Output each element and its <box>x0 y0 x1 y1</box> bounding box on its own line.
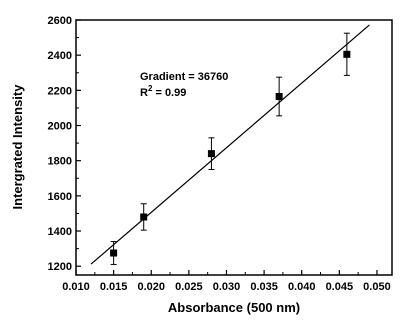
y-tick-label: 2600 <box>48 15 72 27</box>
x-axis-title: Absorbance (500 nm) <box>168 300 300 315</box>
y-axis-ticks: 1200 1400 1600 1800 2000 2200 2400 2600 <box>48 15 81 273</box>
y-tick-label: 2200 <box>48 85 72 97</box>
fit-line <box>90 24 370 265</box>
r-squared-letter: R <box>140 87 148 99</box>
data-point <box>140 213 148 221</box>
data-point <box>207 150 215 158</box>
x-tick-label: 0.015 <box>100 281 128 293</box>
x-tick-label: 0.020 <box>137 281 165 293</box>
x-tick-label: 0.030 <box>213 281 241 293</box>
x-tick-label: 0.035 <box>250 281 278 293</box>
y-tick-label: 1600 <box>48 191 72 203</box>
x-axis-ticks: 0.010 0.015 0.020 0.025 0.030 0.035 0.040 0.045… <box>62 270 391 293</box>
y-tick-label: 1800 <box>48 156 72 168</box>
y-axis-title: Intergrated Intensity <box>10 84 25 210</box>
y-tick-label: 2400 <box>48 50 72 62</box>
r-squared-superscript: 2 <box>148 84 153 93</box>
y-tick-label: 1400 <box>48 226 72 238</box>
x-tick-label: 0.050 <box>363 281 391 293</box>
x-tick-label: 0.045 <box>326 281 354 293</box>
data-point <box>343 50 351 58</box>
y-tick-label: 1200 <box>48 261 72 273</box>
data-series <box>90 24 370 265</box>
plot-frame <box>75 19 393 276</box>
y-tick-label: 2000 <box>48 121 72 133</box>
gradient-annotation: Gradient = 36760 <box>140 71 228 83</box>
r-squared-annotation: R2 = 0.99 <box>140 84 186 99</box>
data-point <box>275 93 283 100</box>
x-tick-label: 0.040 <box>288 281 316 293</box>
data-point <box>110 249 118 257</box>
plot-area <box>75 19 393 276</box>
x-tick-label: 0.010 <box>62 281 90 293</box>
r-squared-value: = 0.99 <box>152 87 186 99</box>
x-tick-label: 0.025 <box>175 281 203 293</box>
